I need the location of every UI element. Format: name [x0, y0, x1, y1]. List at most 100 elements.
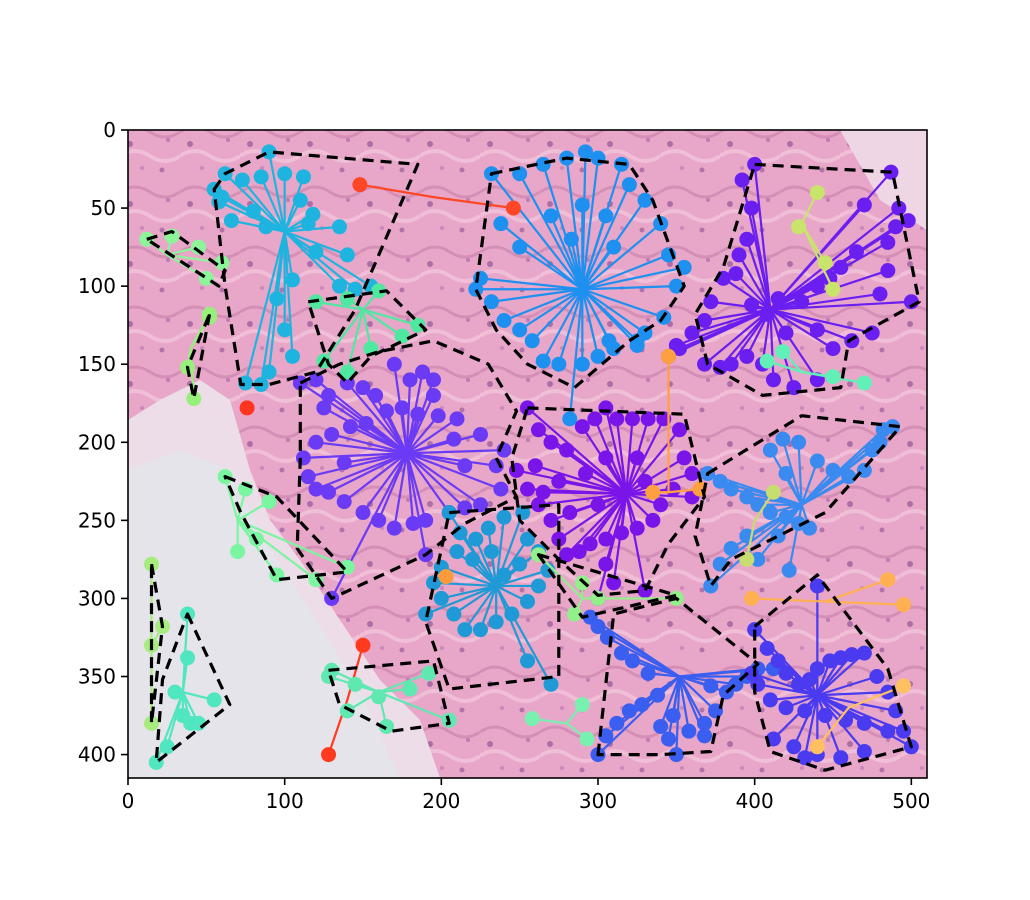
data-point: [786, 739, 802, 755]
data-point: [295, 169, 311, 185]
data-point: [261, 364, 277, 380]
data-point: [582, 609, 598, 625]
y-tick-label: 150: [78, 352, 116, 376]
data-point: [543, 434, 559, 450]
edge-line: [581, 246, 615, 291]
data-point: [637, 473, 653, 489]
data-point: [559, 547, 575, 563]
data-point: [191, 239, 206, 255]
edge-line: [244, 230, 286, 385]
data-point: [405, 515, 421, 531]
edge-line: [788, 503, 803, 572]
data-point: [530, 422, 546, 438]
edge-line: [346, 644, 365, 702]
data-point: [449, 411, 465, 427]
edge-line: [155, 691, 184, 764]
data-point: [880, 572, 896, 588]
data-point: [676, 450, 692, 466]
data-point: [587, 411, 603, 427]
data-point: [543, 512, 559, 528]
data-point: [697, 312, 713, 328]
data-point: [402, 681, 418, 697]
data-point: [418, 512, 434, 528]
data-point: [446, 606, 462, 622]
edge-line: [604, 406, 628, 495]
edge-line: [734, 272, 772, 311]
edge-line: [440, 584, 498, 600]
data-point: [856, 743, 872, 759]
edge-line: [518, 288, 584, 331]
data-point: [731, 247, 747, 263]
data-point: [809, 661, 825, 677]
data-point: [614, 645, 629, 661]
data-point: [347, 676, 363, 692]
edge-line: [358, 183, 435, 199]
edge-line: [405, 394, 435, 455]
edge-line: [322, 308, 365, 363]
edge-line: [625, 492, 647, 592]
cluster-hull: [693, 162, 921, 397]
data-point: [421, 665, 437, 681]
cluster-hull: [185, 312, 212, 401]
data-point: [797, 750, 813, 766]
data-point: [739, 348, 755, 364]
data-point: [765, 731, 781, 747]
data-point: [590, 348, 606, 364]
edge-line: [495, 584, 553, 686]
data-point: [183, 715, 199, 731]
data-point: [778, 466, 794, 482]
data-point: [825, 462, 841, 478]
data-point: [598, 556, 614, 572]
data-point: [684, 466, 700, 482]
data-point: [371, 689, 387, 705]
data-point: [457, 622, 473, 638]
data-point: [747, 156, 763, 172]
edge-line: [800, 222, 835, 291]
data-point: [744, 297, 760, 313]
data-point: [571, 544, 587, 560]
edge-line: [537, 553, 584, 600]
data-point: [825, 369, 841, 385]
data-point: [762, 692, 778, 708]
data-point: [671, 422, 687, 438]
data-point: [336, 455, 352, 471]
data-point: [703, 294, 719, 310]
edge-line: [440, 566, 498, 588]
data-point: [308, 372, 324, 388]
edge-line: [568, 288, 584, 420]
data-point: [681, 723, 697, 739]
edge-line: [314, 441, 408, 455]
edge-line: [792, 694, 819, 748]
data-point: [684, 325, 700, 341]
edge-line: [581, 288, 611, 342]
edge-line: [581, 266, 686, 291]
data-point: [468, 281, 484, 297]
data-point: [321, 484, 337, 500]
data-point: [723, 481, 739, 497]
edge-line: [377, 672, 430, 694]
data-point: [277, 166, 293, 182]
data-point: [258, 219, 274, 235]
data-point: [473, 426, 488, 442]
edge-line: [816, 706, 850, 748]
cluster-0: [206, 144, 379, 393]
data-point: [426, 575, 441, 591]
edge-line: [756, 683, 819, 697]
data-point: [634, 697, 650, 713]
edge-line: [703, 308, 772, 366]
data-point: [574, 197, 590, 213]
edge-line: [722, 277, 772, 311]
data-point: [601, 333, 617, 349]
data-point: [371, 283, 387, 299]
x-tick-label: 200: [422, 789, 460, 813]
data-point: [728, 266, 744, 282]
data-point: [872, 286, 888, 302]
edge-line: [283, 230, 357, 291]
edge-line: [452, 584, 498, 616]
edge-line: [490, 288, 584, 303]
edge-line: [565, 448, 628, 495]
data-point: [809, 739, 825, 755]
data-point: [530, 497, 546, 513]
data-point: [488, 614, 504, 630]
data-point: [563, 231, 579, 247]
